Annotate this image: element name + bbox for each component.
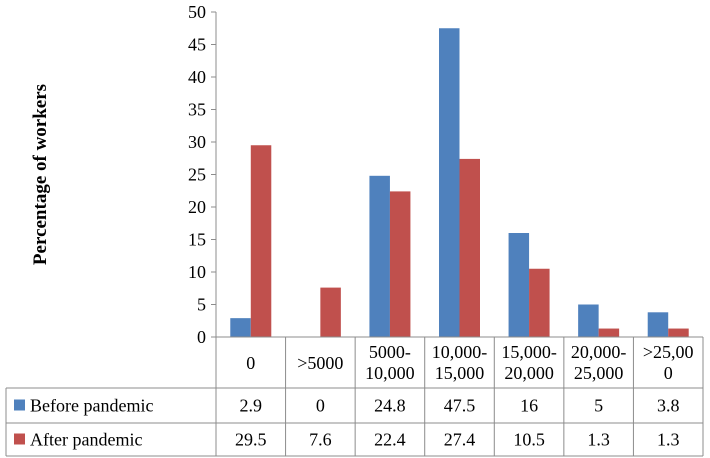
data-value-label: 1.3 xyxy=(657,430,680,450)
y-tick-label: 10 xyxy=(188,262,206,282)
y-tick-label: 50 xyxy=(188,2,206,22)
x-category-label: 0 xyxy=(246,353,255,373)
x-category-label: 20,000 xyxy=(504,363,554,383)
y-tick-label: 15 xyxy=(188,230,206,250)
x-category-label: >25,00 xyxy=(643,342,694,362)
data-value-label: 22.4 xyxy=(374,430,406,450)
data-value-label: 24.8 xyxy=(374,396,406,416)
bar-after-2 xyxy=(389,191,411,337)
legend-swatch-before xyxy=(14,399,25,411)
y-tick-label: 45 xyxy=(188,35,206,55)
data-value-label: 0 xyxy=(316,396,325,416)
bar-before-5 xyxy=(578,304,599,337)
y-tick-label: 20 xyxy=(188,197,206,217)
bar-after-3 xyxy=(459,158,480,337)
y-axis-title-group: Percentage of workers xyxy=(30,84,51,265)
bar-after-5 xyxy=(598,328,620,337)
data-value-label: 5 xyxy=(594,396,603,416)
bar-after-0 xyxy=(250,145,272,337)
bar-after-4 xyxy=(529,268,550,337)
bar-before-6 xyxy=(647,312,669,337)
data-value-label: 10.5 xyxy=(513,430,545,450)
bar-after-6 xyxy=(668,328,689,337)
bar-before-4 xyxy=(508,233,530,337)
y-tick-label: 35 xyxy=(188,100,206,120)
x-category-label: 10,000- xyxy=(432,342,488,362)
data-table: 0 >50005000-10,00010,000-15,00015,000-20,… xyxy=(5,336,704,457)
bars xyxy=(230,28,689,337)
data-value-label: 29.5 xyxy=(235,430,267,450)
legend-swatch-after xyxy=(14,433,25,445)
data-value-label: 47.5 xyxy=(444,396,476,416)
y-tick-label: 25 xyxy=(188,165,206,185)
data-value-label: 3.8 xyxy=(657,396,680,416)
data-value-label: 1.3 xyxy=(587,430,610,450)
bar-after-1 xyxy=(320,287,341,337)
y-tick-label: 0 xyxy=(197,327,206,347)
x-category-label: 20,000- xyxy=(571,342,627,362)
data-value-label: 7.6 xyxy=(309,430,332,450)
x-category-label: 15,000 xyxy=(435,363,485,383)
y-axis: 0 5 10 15 20 25 30 35 40 45 50 xyxy=(188,2,217,347)
legend-label: Before pandemic xyxy=(30,396,153,416)
x-category-label: >5000 xyxy=(297,353,343,373)
data-value-label: 16 xyxy=(520,396,538,416)
x-category-label: 15,000- xyxy=(501,342,557,362)
y-axis-title: Percentage of workers xyxy=(30,84,51,265)
legend-label: After pandemic xyxy=(30,430,142,450)
y-tick-label: 30 xyxy=(188,132,206,152)
x-category-label: 5000- xyxy=(369,342,411,362)
data-value-label: 27.4 xyxy=(444,430,476,450)
x-category-label: 10,000 xyxy=(365,363,415,383)
x-category-label: 0 xyxy=(664,363,673,383)
bar-before-0 xyxy=(230,318,251,337)
bar-before-3 xyxy=(439,28,460,337)
y-tick-label: 40 xyxy=(188,67,206,87)
y-tick-label: 5 xyxy=(197,295,206,315)
x-category-label: 25,000 xyxy=(574,363,624,383)
data-value-label: 2.9 xyxy=(240,396,263,416)
bar-before-2 xyxy=(369,175,390,337)
